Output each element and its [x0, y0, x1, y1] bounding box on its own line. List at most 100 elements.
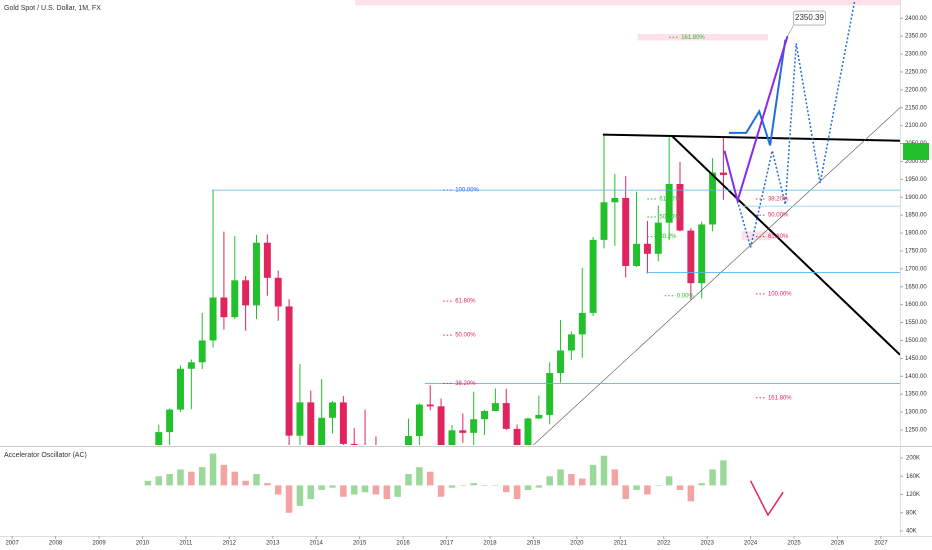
y-tick-label: 2150.00: [905, 105, 927, 111]
ac-bar: [568, 473, 575, 486]
drawing: [533, 107, 900, 445]
candle-body: [274, 277, 282, 307]
fib-label: 38.20%: [455, 381, 476, 387]
ac-bar: [361, 485, 369, 493]
ac-bar: [676, 485, 684, 490]
ac-bar: [329, 485, 336, 488]
candle-body: [611, 197, 619, 203]
ac-bar: [318, 485, 325, 490]
candle-body: [470, 419, 478, 433]
osc-tick-label: 40K: [906, 529, 917, 535]
ac-bar: [166, 473, 173, 486]
y-tick-label: 2100.00: [905, 123, 927, 129]
candle-body: [415, 404, 423, 437]
ac-bar: [231, 471, 239, 486]
ac-bar: [633, 485, 640, 490]
ac-bar: [698, 483, 705, 486]
x-tick-label: 2023: [700, 541, 714, 547]
y-tick-label: 1250.00: [905, 428, 927, 434]
ac-bar: [589, 464, 597, 486]
x-tick-label: 2015: [353, 541, 367, 547]
callout-label: 2350.39: [795, 13, 824, 22]
candle-body: [687, 230, 695, 284]
y-tick-label: 2250.00: [905, 70, 927, 76]
candle-body: [459, 430, 467, 433]
candle-body: [166, 409, 174, 433]
ac-bar: [426, 471, 434, 486]
y-tick-label: 1900.00: [905, 195, 927, 201]
y-tick-label: 1300.00: [905, 410, 927, 416]
candle-body: [231, 280, 239, 318]
candle-body: [622, 197, 630, 266]
ac-bar: [155, 476, 163, 486]
x-tick-label: 2009: [92, 541, 106, 547]
ac-bar: [394, 485, 401, 497]
x-tick-label: 2018: [483, 541, 497, 547]
x-tick-label: 2021: [614, 541, 628, 547]
candle-body: [491, 403, 499, 411]
x-tick-label: 2010: [136, 541, 150, 547]
ac-bar: [644, 485, 651, 495]
current-price-box: [903, 143, 929, 160]
ac-bar: [372, 485, 380, 495]
y-tick-label: 2300.00: [905, 52, 927, 58]
fib-label: 50.00%: [659, 215, 680, 221]
candle-body: [502, 403, 510, 429]
candle-body: [155, 432, 163, 445]
y-tick-label: 1450.00: [905, 356, 927, 362]
candle-body: [437, 406, 445, 445]
y-tick-label: 1850.00: [905, 213, 927, 219]
candle-body: [198, 340, 206, 363]
x-tick-label: 2017: [440, 541, 454, 547]
ac-projection: [749, 480, 784, 517]
osc-tick-label: 120K: [906, 492, 920, 498]
ac-bar: [557, 469, 564, 486]
candle-body: [187, 362, 195, 369]
fib-label: 100.00%: [768, 292, 792, 298]
candle-body: [535, 414, 543, 419]
x-tick-label: 2008: [49, 541, 63, 547]
x-tick-label: 2025: [787, 541, 801, 547]
y-tick-label: 1750.00: [905, 249, 927, 255]
ac-bar: [481, 485, 488, 486]
candle-body: [709, 172, 717, 225]
ac-bar: [492, 485, 499, 486]
candle-body: [405, 436, 412, 445]
osc-tick-label: 200K: [906, 456, 920, 462]
drawing: [671, 135, 900, 356]
y-tick-label: 1500.00: [905, 338, 927, 344]
ac-bar: [274, 485, 282, 495]
ac-bar: [264, 483, 271, 486]
ac-bar: [416, 467, 423, 486]
ac-bar: [340, 485, 347, 497]
y-tick-label: 1350.00: [905, 392, 927, 398]
zones: [355, 0, 900, 241]
ac-bar: [253, 473, 260, 486]
ac-bar: [502, 485, 510, 493]
ac-bar: [188, 471, 195, 486]
candle-body: [209, 297, 217, 341]
ac-bar: [720, 460, 727, 486]
ac-bar: [177, 469, 184, 486]
candle-body: [557, 350, 565, 374]
ac-bar: [383, 485, 391, 500]
ac-bar: [513, 485, 521, 500]
drawing: [602, 133, 900, 142]
indicator-title: Accelerator Oscillator (AC): [4, 452, 87, 459]
y-tick-label: 2350.00: [905, 34, 927, 40]
candle-body: [318, 417, 326, 445]
fib-label: 50.00%: [768, 213, 789, 219]
zone: [637, 34, 768, 41]
fib-label: 61.80%: [455, 299, 476, 305]
ac-bar: [144, 480, 152, 486]
ac-bar: [437, 485, 445, 497]
candle-body: [665, 184, 673, 223]
callout-box: [793, 10, 826, 26]
candle-body: [177, 368, 184, 410]
x-tick-label: 2012: [223, 541, 237, 547]
candle-body: [481, 410, 489, 420]
ac-bar: [535, 485, 543, 488]
ac-bar: [611, 469, 619, 486]
candle-body: [654, 222, 662, 254]
y-tick-label: 1650.00: [905, 284, 927, 290]
